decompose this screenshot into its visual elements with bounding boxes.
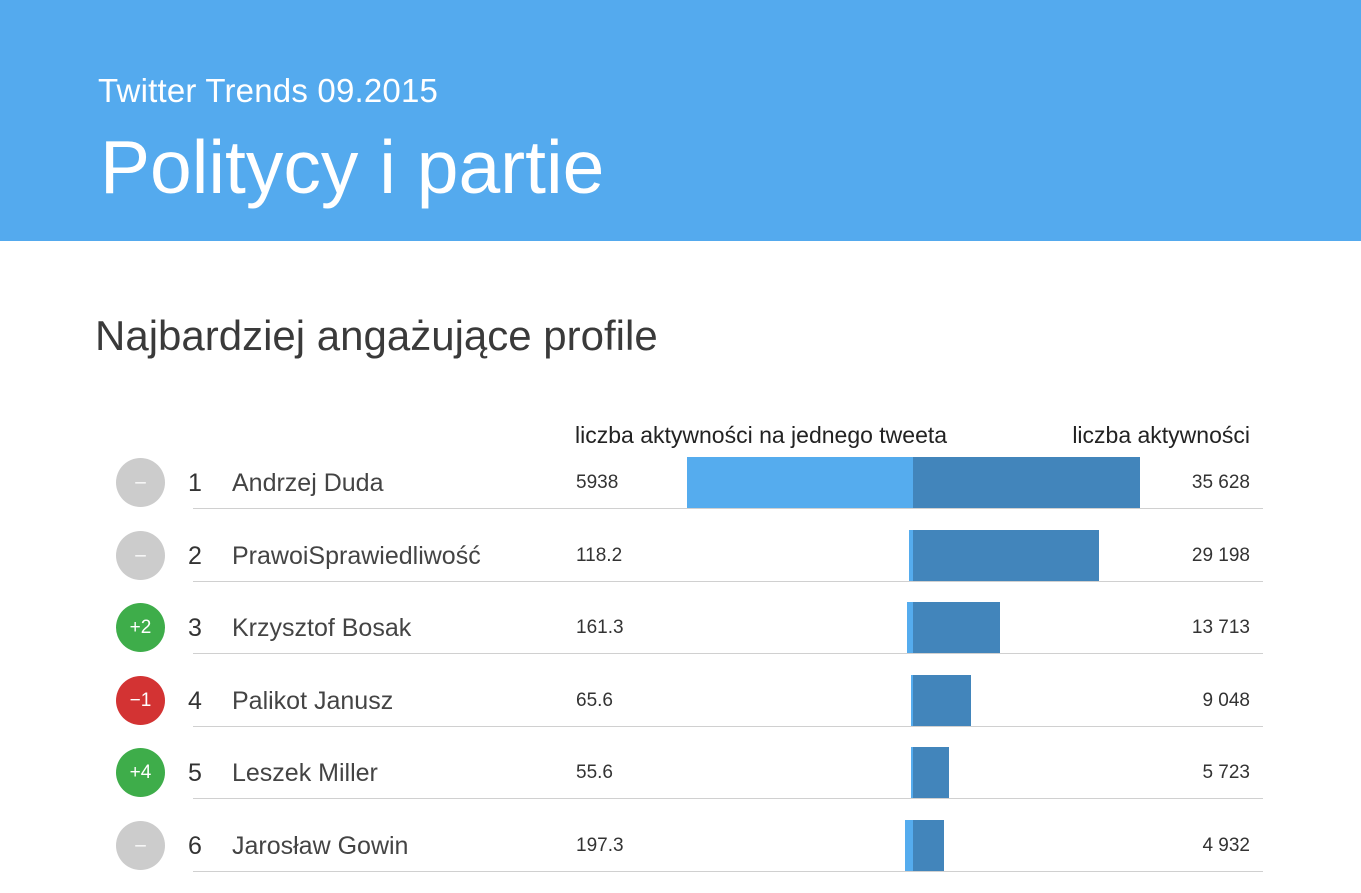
per-tweet-column-header: liczba aktywności na jednego tweeta xyxy=(575,422,948,448)
profile-name: Leszek Miller xyxy=(232,759,378,788)
profile-name: Krzysztof Bosak xyxy=(232,614,412,643)
rank-change-badge: +2 xyxy=(116,603,165,653)
row-divider xyxy=(193,798,1263,800)
row-divider xyxy=(193,580,1263,582)
total-activity-value: 9 048 xyxy=(1202,689,1250,711)
section-title: Najbardziej angażujące profile xyxy=(95,312,658,359)
rank-change-badge: – xyxy=(116,530,165,580)
table-row: –6 Jarosław Gowin 197.3 4 932 xyxy=(0,820,1361,893)
table-row: +2 3 Krzysztof Bosak 161.3 13 713 xyxy=(0,602,1361,675)
total-activity-bar xyxy=(913,602,1001,654)
per-tweet-bar xyxy=(905,820,913,871)
per-tweet-value: 118.2 xyxy=(576,544,623,566)
per-tweet-value: 161.3 xyxy=(576,617,624,639)
per-tweet-value: 197.3 xyxy=(576,835,624,856)
header-banner: Twitter Trends 09.2015 Politycy i partie xyxy=(0,0,1361,241)
page-title: Politycy i partie xyxy=(100,125,605,209)
total-activity-value: 4 932 xyxy=(1202,835,1250,856)
profile-name: PrawoiSprawiedliwość xyxy=(232,541,481,570)
per-tweet-bar xyxy=(910,674,913,726)
rank-change-badge: −1 xyxy=(116,675,165,725)
total-activity-bar xyxy=(913,529,1100,581)
total-activity-bar xyxy=(913,457,1140,508)
per-tweet-bar xyxy=(908,529,913,581)
per-tweet-value: 55.6 xyxy=(576,762,613,784)
per-tweet-bar xyxy=(906,602,913,654)
total-activity-value: 13 713 xyxy=(1191,617,1250,639)
profile-name: Andrzej Duda xyxy=(232,469,384,497)
rank-number: 3 xyxy=(188,614,202,643)
profile-name: Jarosław Gowin xyxy=(232,832,409,860)
row-divider xyxy=(193,508,1263,509)
table-row: +4 5 Leszek Miller 55.6 5 723 xyxy=(0,747,1361,820)
total-activity-value: 35 628 xyxy=(1191,472,1250,493)
per-tweet-value: 5938 xyxy=(576,472,619,493)
total-column-header: liczba aktywności xyxy=(1072,422,1250,448)
row-divider xyxy=(193,725,1263,727)
total-activity-bar xyxy=(913,820,945,871)
per-tweet-bar xyxy=(910,747,913,799)
page-subtitle: Twitter Trends 09.2015 xyxy=(98,72,439,109)
table-row: –2 PrawoiSprawiedliwość 118.2 29 198 xyxy=(0,529,1361,603)
rank-number: 4 xyxy=(188,686,202,715)
rank-number: 1 xyxy=(188,469,202,497)
rank-change-badge: – xyxy=(116,458,165,507)
rank-change-badge: +4 xyxy=(116,748,165,798)
rank-change-badge: – xyxy=(116,821,165,870)
rank-number: 5 xyxy=(188,759,202,788)
total-activity-bar xyxy=(913,674,971,726)
row-divider xyxy=(193,871,1263,872)
profile-name: Palikot Janusz xyxy=(232,686,394,715)
per-tweet-bar xyxy=(687,457,913,508)
total-activity-bar xyxy=(913,747,950,799)
rank-number: 2 xyxy=(188,541,202,570)
per-tweet-value: 65.6 xyxy=(576,689,613,711)
row-divider xyxy=(193,653,1263,655)
total-activity-value: 29 198 xyxy=(1191,544,1250,566)
rank-number: 6 xyxy=(188,832,202,860)
table-row: –1 Andrzej Duda 5938 35 628 xyxy=(0,457,1361,530)
total-activity-value: 5 723 xyxy=(1202,762,1250,784)
table-row: −1 4 Palikot Janusz 65.6 9 048 xyxy=(0,674,1361,748)
